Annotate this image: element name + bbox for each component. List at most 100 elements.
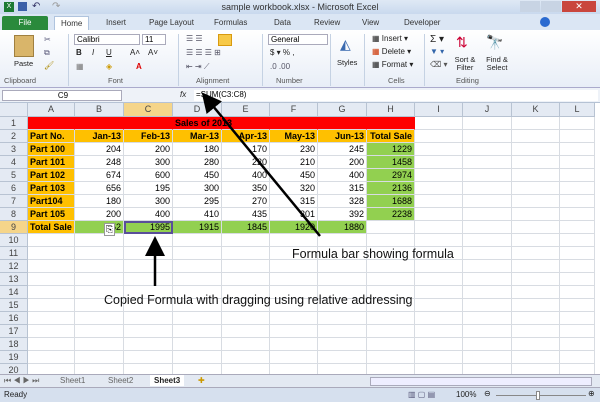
cell[interactable]: 270: [222, 195, 270, 208]
cell[interactable]: [124, 312, 173, 325]
cell[interactable]: [270, 351, 318, 364]
cell[interactable]: [415, 260, 463, 273]
cell[interactable]: [560, 234, 595, 247]
cell[interactable]: [318, 273, 367, 286]
align-left-icon[interactable]: ☰ ☰ ☰ ⊞: [186, 48, 221, 57]
help-icon[interactable]: [540, 17, 550, 27]
delete-cells-button[interactable]: ▦ Delete ▾: [372, 47, 412, 56]
tab-developer[interactable]: Developer: [404, 18, 441, 27]
row-header-2[interactable]: 2: [0, 130, 28, 143]
cell[interactable]: [463, 338, 512, 351]
column-header-I[interactable]: I: [415, 103, 463, 117]
cell[interactable]: Total Sale: [28, 221, 75, 234]
close-button[interactable]: ✕: [562, 1, 596, 12]
cell[interactable]: [512, 208, 560, 221]
cell[interactable]: 170: [222, 143, 270, 156]
cell[interactable]: [270, 117, 318, 130]
cell[interactable]: [512, 299, 560, 312]
cell[interactable]: [415, 221, 463, 234]
format-painter-icon[interactable]: 🖌: [44, 61, 55, 70]
cell[interactable]: [463, 182, 512, 195]
cell[interactable]: [512, 325, 560, 338]
cell[interactable]: Feb-13: [124, 130, 173, 143]
cell[interactable]: [270, 338, 318, 351]
copy-icon[interactable]: ⧉: [44, 48, 50, 57]
redo-icon[interactable]: ↷: [52, 1, 61, 12]
cell[interactable]: 295: [173, 195, 222, 208]
tab-data[interactable]: Data: [274, 18, 291, 27]
cell[interactable]: [415, 273, 463, 286]
cell[interactable]: 435: [222, 208, 270, 221]
column-header-F[interactable]: F: [270, 103, 318, 117]
cell[interactable]: [560, 286, 595, 299]
cell[interactable]: 1688: [367, 195, 415, 208]
cell[interactable]: [560, 351, 595, 364]
cell[interactable]: [28, 286, 75, 299]
cell[interactable]: [75, 273, 124, 286]
cell[interactable]: [124, 286, 173, 299]
cell[interactable]: 204: [75, 143, 124, 156]
cell[interactable]: Part104: [28, 195, 75, 208]
cell[interactable]: [222, 338, 270, 351]
cell[interactable]: [463, 273, 512, 286]
cell[interactable]: [222, 351, 270, 364]
font-color-icon[interactable]: A: [136, 62, 142, 71]
cell[interactable]: [415, 325, 463, 338]
tab-formulas[interactable]: Formulas: [214, 18, 248, 27]
tab-home[interactable]: Home: [54, 16, 90, 30]
cell[interactable]: [367, 325, 415, 338]
cell[interactable]: [560, 338, 595, 351]
cell[interactable]: [512, 221, 560, 234]
column-header-B[interactable]: B: [75, 103, 124, 117]
view-buttons-icon[interactable]: ▥ ▢ ▤: [408, 390, 436, 399]
row-header-19[interactable]: 19: [0, 351, 28, 364]
cell[interactable]: [124, 338, 173, 351]
fill-icon[interactable]: ▼ ▾: [430, 47, 445, 56]
column-header-A[interactable]: A: [28, 103, 75, 117]
cell[interactable]: [512, 182, 560, 195]
cell[interactable]: [318, 338, 367, 351]
cell[interactable]: [415, 117, 463, 130]
sheet-tab-3[interactable]: Sheet3: [150, 375, 185, 386]
cell[interactable]: [512, 143, 560, 156]
row-header-6[interactable]: 6: [0, 182, 28, 195]
cell[interactable]: [124, 351, 173, 364]
cell[interactable]: [463, 325, 512, 338]
font-name-select[interactable]: Calibri: [74, 34, 140, 45]
cell[interactable]: [270, 325, 318, 338]
cell[interactable]: [512, 312, 560, 325]
zoom-slider[interactable]: [496, 395, 586, 396]
cell[interactable]: 2974: [367, 169, 415, 182]
row-header-5[interactable]: 5: [0, 169, 28, 182]
cell[interactable]: [28, 312, 75, 325]
cell[interactable]: 195: [124, 182, 173, 195]
row-header-13[interactable]: 13: [0, 273, 28, 286]
currency-button[interactable]: $ ▾ % ,: [270, 48, 295, 57]
cell[interactable]: Part 102: [28, 169, 75, 182]
cell[interactable]: [124, 299, 173, 312]
column-header-H[interactable]: H: [367, 103, 415, 117]
cell[interactable]: [367, 286, 415, 299]
cell[interactable]: [173, 273, 222, 286]
cell[interactable]: [318, 299, 367, 312]
cell[interactable]: [560, 312, 595, 325]
row-header-9[interactable]: 9: [0, 221, 28, 234]
cell[interactable]: 245: [318, 143, 367, 156]
cell[interactable]: [222, 234, 270, 247]
cell[interactable]: [173, 351, 222, 364]
cell[interactable]: [367, 221, 415, 234]
cell[interactable]: [222, 325, 270, 338]
paste-button[interactable]: Paste: [14, 59, 34, 68]
cell[interactable]: 328: [318, 195, 367, 208]
cell[interactable]: [560, 208, 595, 221]
cell[interactable]: 656: [75, 182, 124, 195]
cell[interactable]: [367, 234, 415, 247]
cell[interactable]: [173, 325, 222, 338]
clear-icon[interactable]: ⌫ ▾: [430, 60, 448, 69]
cell[interactable]: [75, 260, 124, 273]
cell[interactable]: [560, 143, 595, 156]
cell[interactable]: [415, 130, 463, 143]
name-box[interactable]: C9: [2, 90, 122, 101]
cell[interactable]: 1920: [270, 221, 318, 234]
sheet-tab-2[interactable]: Sheet2: [108, 376, 134, 385]
